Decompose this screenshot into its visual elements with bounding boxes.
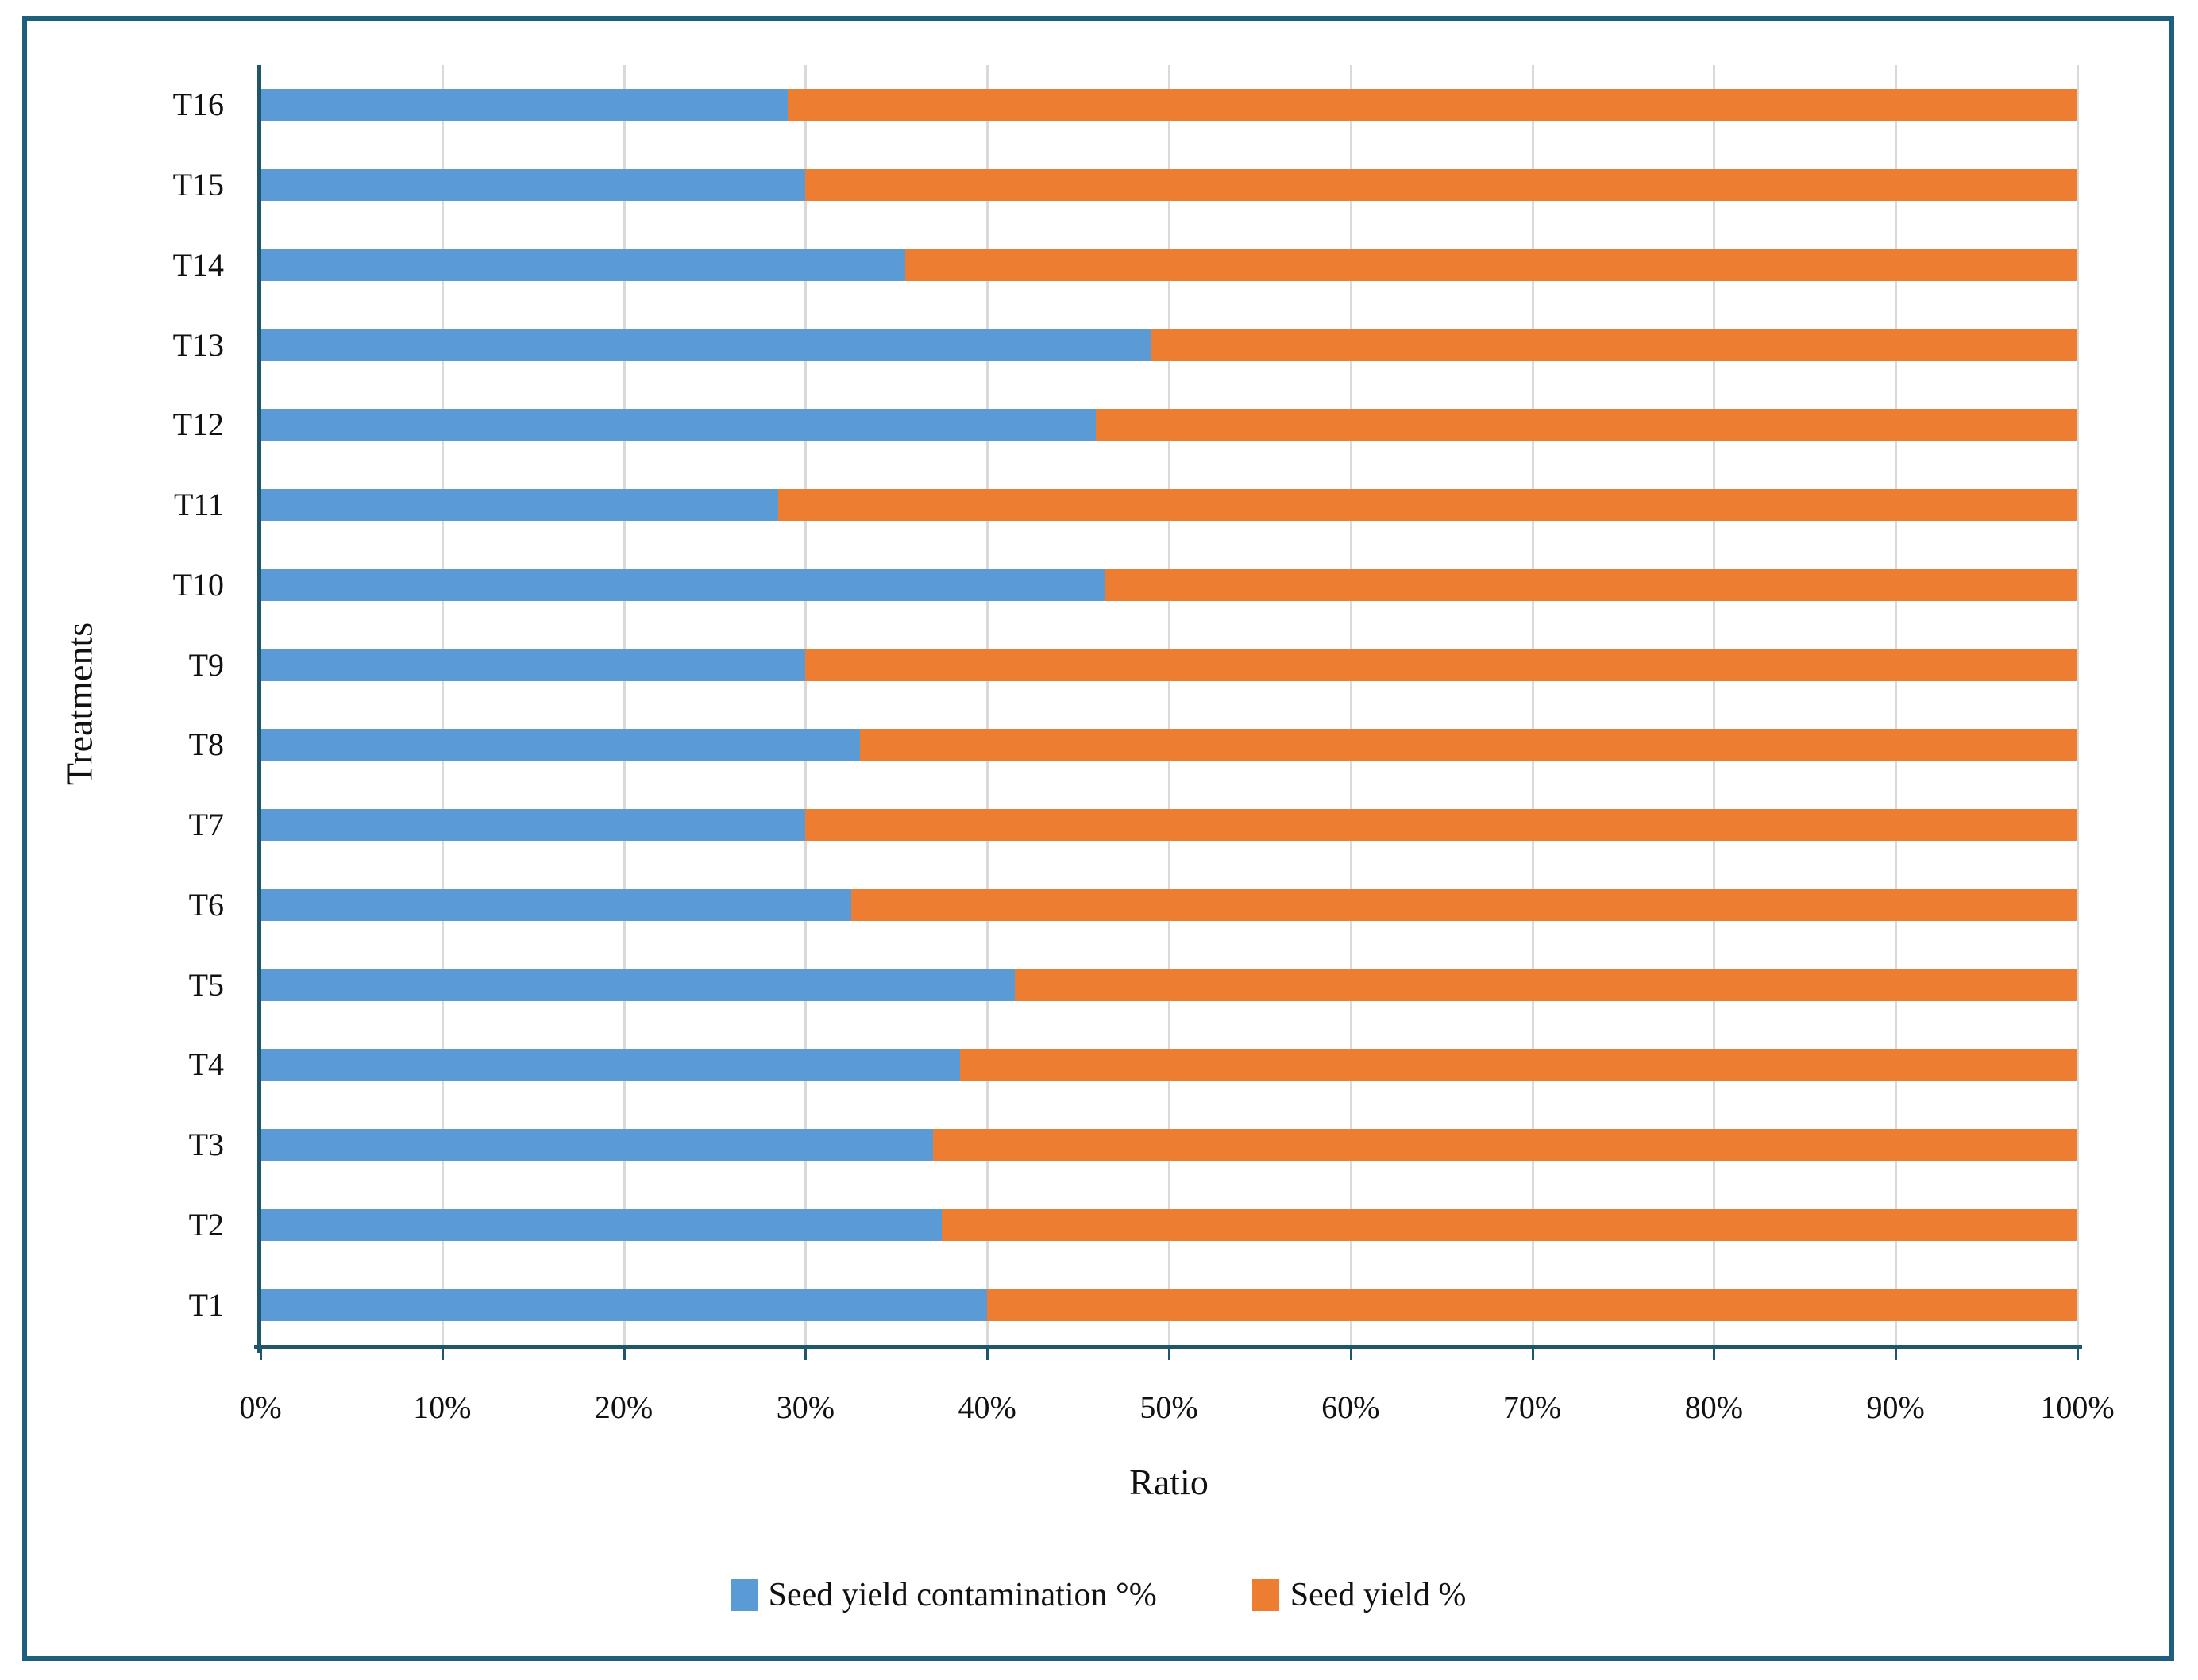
x-axis-tick bbox=[1895, 1349, 1898, 1360]
x-tick-label: 100% bbox=[2040, 1389, 2115, 1425]
x-axis-tick bbox=[623, 1349, 626, 1360]
x-tick-label: 70% bbox=[1502, 1389, 1562, 1425]
bar-segment-yield bbox=[850, 888, 2077, 921]
bar-segment-yield bbox=[787, 89, 2077, 121]
y-axis-line bbox=[257, 65, 261, 1353]
legend: Seed yield contamination °% Seed yield % bbox=[22, 1576, 2174, 1614]
bar-segment-yield bbox=[959, 1049, 2077, 1081]
legend-label: Seed yield % bbox=[1290, 1577, 1467, 1613]
y-tick-label: T6 bbox=[188, 886, 224, 923]
x-axis-tick bbox=[1349, 1349, 1352, 1360]
x-tick-label: 0% bbox=[239, 1389, 282, 1425]
bar-segment-contamination bbox=[260, 888, 851, 921]
y-tick-label: T1 bbox=[188, 1286, 224, 1323]
y-tick-label: T3 bbox=[188, 1127, 224, 1163]
gridline bbox=[441, 65, 444, 1345]
y-tick-label: T9 bbox=[188, 646, 224, 683]
x-tick-label: 50% bbox=[1139, 1389, 1198, 1425]
y-tick-label: T7 bbox=[188, 807, 224, 843]
legend-item: Seed yield contamination °% bbox=[730, 1576, 1157, 1614]
x-tick-label: 30% bbox=[776, 1389, 835, 1425]
x-axis-tick bbox=[804, 1349, 808, 1360]
y-tick-label: T15 bbox=[172, 167, 224, 203]
gridline bbox=[986, 65, 989, 1345]
bar-segment-yield bbox=[1105, 568, 2077, 601]
bar-segment-contamination bbox=[260, 1208, 942, 1241]
bar-segment-yield bbox=[1014, 969, 2077, 1001]
y-tick-label: T10 bbox=[172, 566, 224, 603]
bar-segment-yield bbox=[805, 169, 2077, 202]
gridline bbox=[1168, 65, 1170, 1345]
gridline bbox=[623, 65, 626, 1345]
legend-label: Seed yield contamination °% bbox=[768, 1577, 1157, 1613]
bar-segment-contamination bbox=[260, 89, 788, 121]
x-tick-label: 80% bbox=[1684, 1389, 1744, 1425]
bar-segment-yield bbox=[778, 489, 2077, 522]
gridline bbox=[804, 65, 808, 1345]
bar-segment-contamination bbox=[260, 1129, 933, 1162]
x-tick-label: 40% bbox=[958, 1389, 1016, 1425]
bar-segment-yield bbox=[905, 249, 2077, 281]
gridline bbox=[1531, 65, 1534, 1345]
y-tick-label: T8 bbox=[188, 726, 224, 763]
bar-segment-contamination bbox=[260, 1289, 988, 1321]
bar-segment-contamination bbox=[260, 409, 1097, 441]
x-axis-tick bbox=[2077, 1349, 2079, 1360]
bar-segment-yield bbox=[942, 1208, 2077, 1241]
legend-item: Seed yield % bbox=[1251, 1576, 1467, 1614]
gridline bbox=[1349, 65, 1352, 1345]
x-axis-tick bbox=[441, 1349, 444, 1360]
bar-segment-yield bbox=[1151, 329, 2077, 361]
y-tick-label: T12 bbox=[172, 407, 224, 443]
gridline bbox=[1895, 65, 1898, 1345]
x-tick-label: 90% bbox=[1866, 1389, 1925, 1425]
x-axis-tick bbox=[1713, 1349, 1716, 1360]
y-tick-label: T16 bbox=[172, 87, 224, 123]
bar-segment-contamination bbox=[260, 649, 806, 681]
y-tick-label: T11 bbox=[174, 487, 224, 523]
bar-segment-contamination bbox=[260, 1049, 960, 1081]
bar-segment-contamination bbox=[260, 568, 1105, 601]
bar-segment-yield bbox=[932, 1129, 2077, 1162]
y-tick-label: T4 bbox=[188, 1046, 224, 1083]
bar-segment-contamination bbox=[260, 169, 806, 202]
bar-segment-contamination bbox=[260, 249, 906, 281]
y-tick-label: T13 bbox=[172, 326, 224, 363]
x-axis-title: Ratio bbox=[1129, 1462, 1209, 1502]
x-tick-label: 10% bbox=[413, 1389, 472, 1425]
legend-swatch bbox=[1251, 1579, 1279, 1611]
gridline bbox=[2077, 65, 2079, 1345]
y-tick-label: T5 bbox=[188, 966, 224, 1003]
x-axis-tick bbox=[260, 1349, 262, 1360]
bar-segment-yield bbox=[987, 1289, 2077, 1321]
bar-segment-contamination bbox=[260, 489, 779, 522]
bar-segment-yield bbox=[805, 809, 2077, 842]
bar-segment-contamination bbox=[260, 809, 806, 842]
bar-segment-yield bbox=[860, 729, 2077, 761]
y-tick-label: T14 bbox=[172, 246, 224, 283]
x-tick-label: 60% bbox=[1321, 1389, 1380, 1425]
x-axis-tick bbox=[1168, 1349, 1170, 1360]
y-tick-label: T2 bbox=[188, 1206, 224, 1243]
x-axis-line bbox=[254, 1345, 2082, 1349]
x-axis-tick bbox=[986, 1349, 989, 1360]
y-axis-title: Treatments bbox=[59, 622, 100, 786]
bar-segment-contamination bbox=[260, 329, 1151, 361]
bar-segment-yield bbox=[1096, 409, 2077, 441]
bar-segment-contamination bbox=[260, 729, 861, 761]
bar-segment-yield bbox=[805, 649, 2077, 681]
legend-swatch bbox=[730, 1579, 758, 1611]
x-axis-tick bbox=[1531, 1349, 1534, 1360]
x-tick-label: 20% bbox=[594, 1389, 654, 1425]
bar-segment-contamination bbox=[260, 969, 1015, 1001]
gridline bbox=[1713, 65, 1716, 1345]
